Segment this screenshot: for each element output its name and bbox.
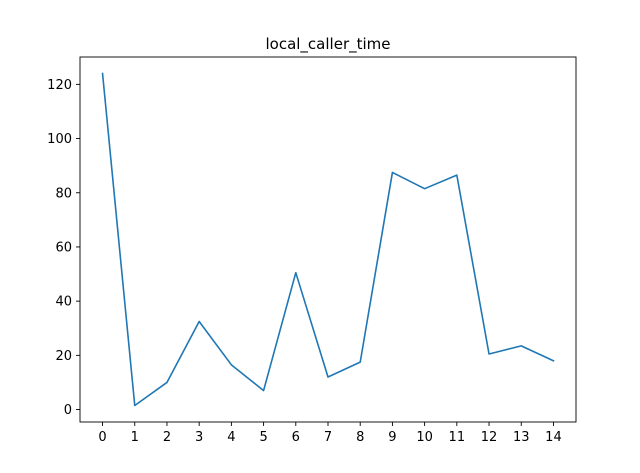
x-tick-label: 2 <box>163 430 171 445</box>
chart-title: local_caller_time <box>265 35 390 54</box>
x-tick-label: 11 <box>449 430 466 445</box>
x-tick-label: 14 <box>545 430 562 445</box>
x-tick-label: 10 <box>416 430 433 445</box>
x-tick-label: 13 <box>513 430 530 445</box>
y-tick-label: 100 <box>47 132 72 147</box>
x-tick-label: 8 <box>356 430 364 445</box>
x-tick-label: 9 <box>388 430 396 445</box>
x-tick-label: 6 <box>292 430 300 445</box>
y-tick-label: 60 <box>55 240 72 255</box>
y-tick-label: 80 <box>55 186 72 201</box>
x-tick-label: 4 <box>227 430 235 445</box>
y-tick-label: 0 <box>64 403 72 418</box>
x-tick-label: 5 <box>259 430 267 445</box>
x-tick-label: 3 <box>195 430 203 445</box>
y-tick-label: 40 <box>55 295 72 310</box>
y-tick-label: 20 <box>55 349 72 364</box>
x-tick-label: 0 <box>98 430 106 445</box>
series-line <box>101 72 555 407</box>
x-tick-label: 1 <box>131 430 139 445</box>
y-tick-label: 120 <box>47 78 72 93</box>
x-tick-label: 12 <box>481 430 498 445</box>
plot-frame <box>79 56 577 423</box>
x-tick-label: 7 <box>324 430 332 445</box>
